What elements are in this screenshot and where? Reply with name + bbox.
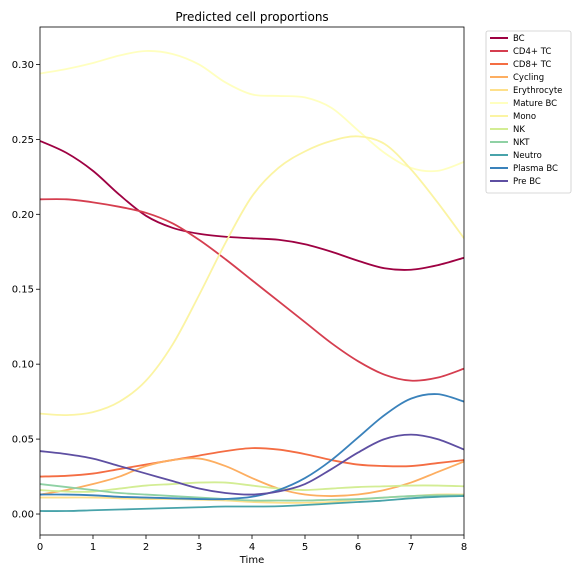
legend-label-pre-bc: Pre BC	[513, 177, 541, 187]
series-line-mature-bc	[40, 50, 464, 173]
legend-box	[485, 30, 572, 194]
y-tick-label: 0.30	[12, 60, 34, 71]
y-tick-label: 0.15	[12, 285, 34, 296]
x-tick-label: 3	[196, 542, 202, 553]
x-tick-label: 4	[249, 542, 255, 553]
legend-label-cycling: Cycling	[513, 73, 544, 83]
x-tick-label: 1	[90, 542, 96, 553]
legend-label-neutro: Neutro	[513, 151, 542, 161]
series-line-pre-bc	[40, 433, 464, 496]
series-line-cd8-tc	[40, 447, 464, 478]
series-line-bc	[40, 140, 464, 271]
legend-label-bc: BC	[513, 34, 525, 44]
y-tick-label: 0.10	[12, 360, 34, 371]
series-line-neutro	[40, 495, 464, 512]
series-line-plasma-bc	[40, 393, 464, 501]
x-tick-label: 5	[302, 542, 308, 553]
y-tick-label: 0.20	[12, 210, 34, 221]
x-tick-label: 6	[355, 542, 361, 553]
legend-label-erythrocyte: Erythrocyte	[513, 86, 562, 96]
legend-label-mono: Mono	[513, 112, 536, 122]
y-tick-label: 0.25	[12, 135, 34, 146]
legend: BC CD4+ TC CD8+ TC Cycling Erythrocyte Mature…	[485, 30, 572, 194]
legend-label-cd8-tc: CD8+ TC	[513, 60, 551, 70]
x-tick-label: 0	[37, 542, 43, 553]
series-line-cd4-tc	[40, 198, 464, 382]
x-tick-label: 8	[461, 542, 467, 553]
chart-title: Predicted cell proportions	[175, 10, 328, 24]
series-line-nk	[40, 481, 464, 493]
y-tick-label: 0.00	[12, 510, 34, 521]
series-line-mono	[40, 135, 464, 417]
legend-label-nk: NK	[513, 125, 525, 135]
legend-label-plasma-bc: Plasma BC	[513, 164, 558, 174]
y-tick-label: 0.05	[12, 435, 34, 446]
x-tick-label: 2	[143, 542, 149, 553]
legend-label-cd4-tc: CD4+ TC	[513, 47, 551, 57]
legend-label-nkt: NKT	[513, 138, 530, 148]
legend-label-mature-bc: Mature BC	[513, 99, 557, 109]
series-line-cycling	[40, 457, 464, 497]
x-tick-label: 7	[408, 542, 414, 553]
x-axis-label: Time	[239, 555, 264, 566]
series-line-nkt	[40, 483, 464, 502]
